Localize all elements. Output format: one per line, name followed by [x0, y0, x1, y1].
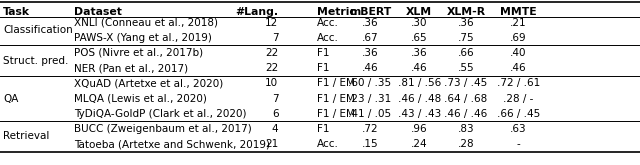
Text: 7: 7 — [272, 94, 278, 103]
Text: POS (Nivre et al., 2017b): POS (Nivre et al., 2017b) — [74, 48, 203, 58]
Text: F1 / EM: F1 / EM — [317, 109, 355, 119]
Text: Acc.: Acc. — [317, 139, 339, 149]
Text: Dataset: Dataset — [74, 7, 122, 17]
Text: .75: .75 — [458, 33, 474, 43]
Text: Metric: Metric — [317, 7, 356, 17]
Text: .67: .67 — [362, 33, 378, 43]
Text: PAWS-X (Yang et al., 2019): PAWS-X (Yang et al., 2019) — [74, 33, 211, 43]
Text: .24: .24 — [411, 139, 428, 149]
Text: .15: .15 — [362, 139, 378, 149]
Text: Classification: Classification — [3, 25, 73, 35]
Text: .96: .96 — [411, 124, 428, 134]
Text: .40: .40 — [510, 48, 527, 58]
Text: .46: .46 — [411, 63, 428, 73]
Text: XNLI (Conneau et al., 2018): XNLI (Conneau et al., 2018) — [74, 18, 218, 28]
Text: Acc.: Acc. — [317, 18, 339, 28]
Text: .72 / .61: .72 / .61 — [497, 78, 540, 88]
Text: 7: 7 — [272, 33, 278, 43]
Text: Struct. pred.: Struct. pred. — [3, 56, 68, 66]
Text: BUCC (Zweigenbaum et al., 2017): BUCC (Zweigenbaum et al., 2017) — [74, 124, 252, 134]
Text: F1: F1 — [317, 48, 330, 58]
Text: 10: 10 — [265, 78, 278, 88]
Text: 21: 21 — [265, 139, 278, 149]
Text: .21: .21 — [510, 18, 527, 28]
Text: XQuAD (Artetxe et al., 2020): XQuAD (Artetxe et al., 2020) — [74, 78, 223, 88]
Text: 12: 12 — [265, 18, 278, 28]
Text: TyDiQA-GoldP (Clark et al., 2020): TyDiQA-GoldP (Clark et al., 2020) — [74, 109, 246, 119]
Text: .46: .46 — [362, 63, 378, 73]
Text: QA: QA — [3, 94, 19, 103]
Text: 6: 6 — [272, 109, 278, 119]
Text: .28: .28 — [458, 139, 474, 149]
Text: -: - — [516, 139, 520, 149]
Text: 22: 22 — [265, 63, 278, 73]
Text: .66: .66 — [458, 48, 474, 58]
Text: F1 / EM: F1 / EM — [317, 78, 355, 88]
Text: .69: .69 — [510, 33, 527, 43]
Text: #Lang.: #Lang. — [236, 7, 278, 17]
Text: .55: .55 — [458, 63, 474, 73]
Text: .46 / .48: .46 / .48 — [397, 94, 441, 103]
Text: XLM: XLM — [406, 7, 432, 17]
Text: .36: .36 — [362, 18, 378, 28]
Text: mBERT: mBERT — [349, 7, 391, 17]
Text: MLQA (Lewis et al., 2020): MLQA (Lewis et al., 2020) — [74, 94, 207, 103]
Text: .63: .63 — [510, 124, 527, 134]
Text: .28 / -: .28 / - — [503, 94, 534, 103]
Text: .66 / .45: .66 / .45 — [497, 109, 540, 119]
Text: .36: .36 — [362, 48, 378, 58]
Text: Tatoeba (Artetxe and Schwenk, 2019): Tatoeba (Artetxe and Schwenk, 2019) — [74, 139, 269, 149]
Text: .23 / .31: .23 / .31 — [348, 94, 392, 103]
Text: .41 / .05: .41 / .05 — [348, 109, 392, 119]
Text: F1 / EM: F1 / EM — [317, 94, 355, 103]
Text: .64 / .68: .64 / .68 — [444, 94, 488, 103]
Text: NER (Pan et al., 2017): NER (Pan et al., 2017) — [74, 63, 188, 73]
Text: Acc.: Acc. — [317, 33, 339, 43]
Text: Task: Task — [3, 7, 30, 17]
Text: .73 / .45: .73 / .45 — [444, 78, 488, 88]
Text: .72: .72 — [362, 124, 378, 134]
Text: XLM-R: XLM-R — [446, 7, 486, 17]
Text: .46: .46 — [510, 63, 527, 73]
Text: .36: .36 — [411, 48, 428, 58]
Text: .43 / .43: .43 / .43 — [397, 109, 441, 119]
Text: .65: .65 — [411, 33, 428, 43]
Text: MMTE: MMTE — [500, 7, 537, 17]
Text: .81 / .56: .81 / .56 — [397, 78, 441, 88]
Text: .60 / .35: .60 / .35 — [348, 78, 392, 88]
Text: 22: 22 — [265, 48, 278, 58]
Text: F1: F1 — [317, 63, 330, 73]
Text: 4: 4 — [272, 124, 278, 134]
Text: Retrieval: Retrieval — [3, 132, 49, 141]
Text: .30: .30 — [411, 18, 428, 28]
Text: .36: .36 — [458, 18, 474, 28]
Text: F1: F1 — [317, 124, 330, 134]
Text: .46 / .46: .46 / .46 — [444, 109, 488, 119]
Text: .83: .83 — [458, 124, 474, 134]
